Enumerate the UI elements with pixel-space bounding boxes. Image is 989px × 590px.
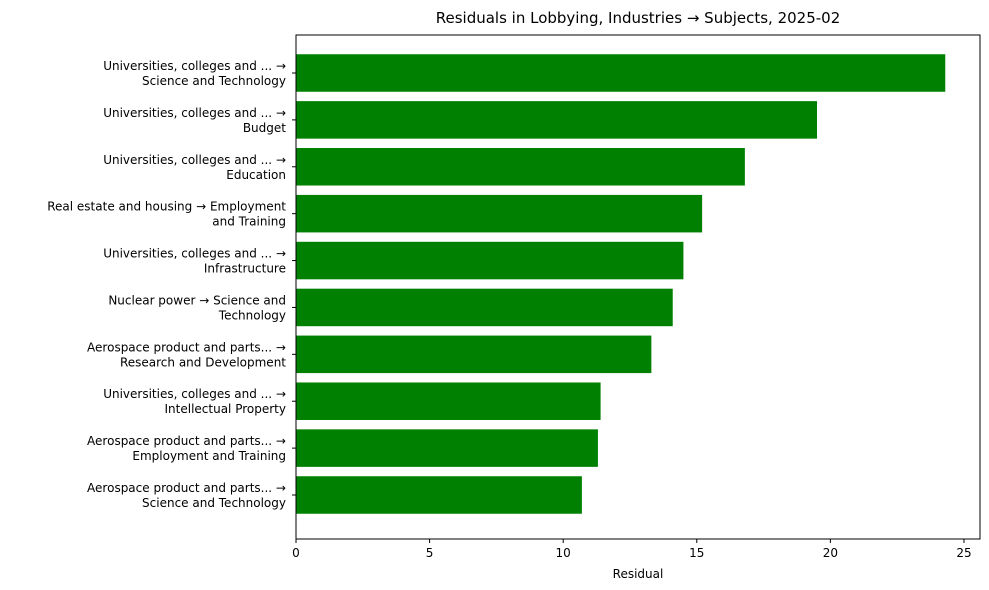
- y-tick-label-line: Technology: [218, 308, 286, 322]
- y-tick-label-4: Universities, colleges and ... → Infrastr…: [103, 247, 286, 276]
- y-tick-label-line: and Training: [212, 215, 286, 229]
- bar-1: [296, 101, 818, 139]
- y-tick-label-3: Real estate and housing → Employment and …: [47, 200, 286, 229]
- chart-title: Residuals in Lobbying, Industries → Subj…: [436, 9, 841, 27]
- y-tick-label-line: Aerospace product and parts... →: [87, 481, 286, 495]
- y-tick-label-5: Nuclear power → Science and Technology: [108, 293, 286, 322]
- y-tick-label-1: Universities, colleges and ... → Budget: [103, 106, 286, 135]
- y-axis-ticks: Universities, colleges and ... → Science …: [47, 59, 296, 510]
- y-tick-label-line: Research and Development: [120, 355, 286, 369]
- y-tick-label-line: Infrastructure: [204, 262, 286, 276]
- x-tick-label-5: 25: [956, 546, 971, 560]
- y-tick-label-line: Universities, colleges and ... →: [103, 106, 286, 120]
- y-tick-label-line: Nuclear power → Science and: [108, 293, 286, 307]
- x-tick-label-3: 15: [689, 546, 704, 560]
- bar-8: [296, 429, 598, 467]
- y-tick-label-7: Universities, colleges and ... → Intellec…: [103, 387, 286, 416]
- y-tick-label-8: Aerospace product and parts... → Employme…: [87, 434, 286, 463]
- bar-5: [296, 288, 673, 327]
- bar-2: [296, 148, 745, 186]
- y-tick-label-line: Aerospace product and parts... →: [87, 434, 286, 448]
- x-tick-label-1: 5: [426, 546, 434, 560]
- y-tick-label-line: Universities, colleges and ... →: [103, 153, 286, 167]
- bar-6: [296, 335, 652, 374]
- y-tick-label-line: Employment and Training: [132, 449, 286, 463]
- y-tick-label-6: Aerospace product and parts... → Research…: [87, 340, 286, 369]
- y-tick-label-line: Science and Technology: [142, 496, 286, 510]
- y-tick-label-line: Intellectual Property: [165, 402, 286, 416]
- y-tick-label-line: Universities, colleges and ... →: [103, 247, 286, 261]
- bar-0: [296, 54, 946, 92]
- plot-frame: [295, 34, 981, 540]
- bars: [296, 54, 946, 514]
- x-tick-label-0: 0: [292, 546, 300, 560]
- bar-3: [296, 194, 703, 233]
- bar-7: [296, 382, 601, 420]
- y-tick-label-line: Real estate and housing → Employment: [47, 200, 286, 214]
- y-tick-label-2: Universities, colleges and ... → Educatio…: [103, 153, 286, 182]
- y-tick-label-line: Universities, colleges and ... →: [103, 59, 286, 73]
- x-axis-ticks: 0 5 10 15 20 25: [292, 539, 972, 560]
- y-tick-label-line: Aerospace product and parts... →: [87, 340, 286, 354]
- bar-4: [296, 241, 684, 280]
- y-tick-label-0: Universities, colleges and ... → Science …: [103, 59, 286, 88]
- bar-9: [296, 476, 582, 514]
- y-tick-label-line: Budget: [243, 121, 286, 135]
- y-tick-label-line: Education: [226, 168, 286, 182]
- x-tick-label-4: 20: [823, 546, 838, 560]
- y-tick-label-line: Universities, colleges and ... →: [103, 387, 286, 401]
- x-axis-label: Residual: [613, 567, 664, 581]
- y-tick-label-9: Aerospace product and parts... → Science …: [87, 481, 286, 510]
- x-tick-label-2: 10: [556, 546, 571, 560]
- y-tick-label-line: Science and Technology: [142, 74, 286, 88]
